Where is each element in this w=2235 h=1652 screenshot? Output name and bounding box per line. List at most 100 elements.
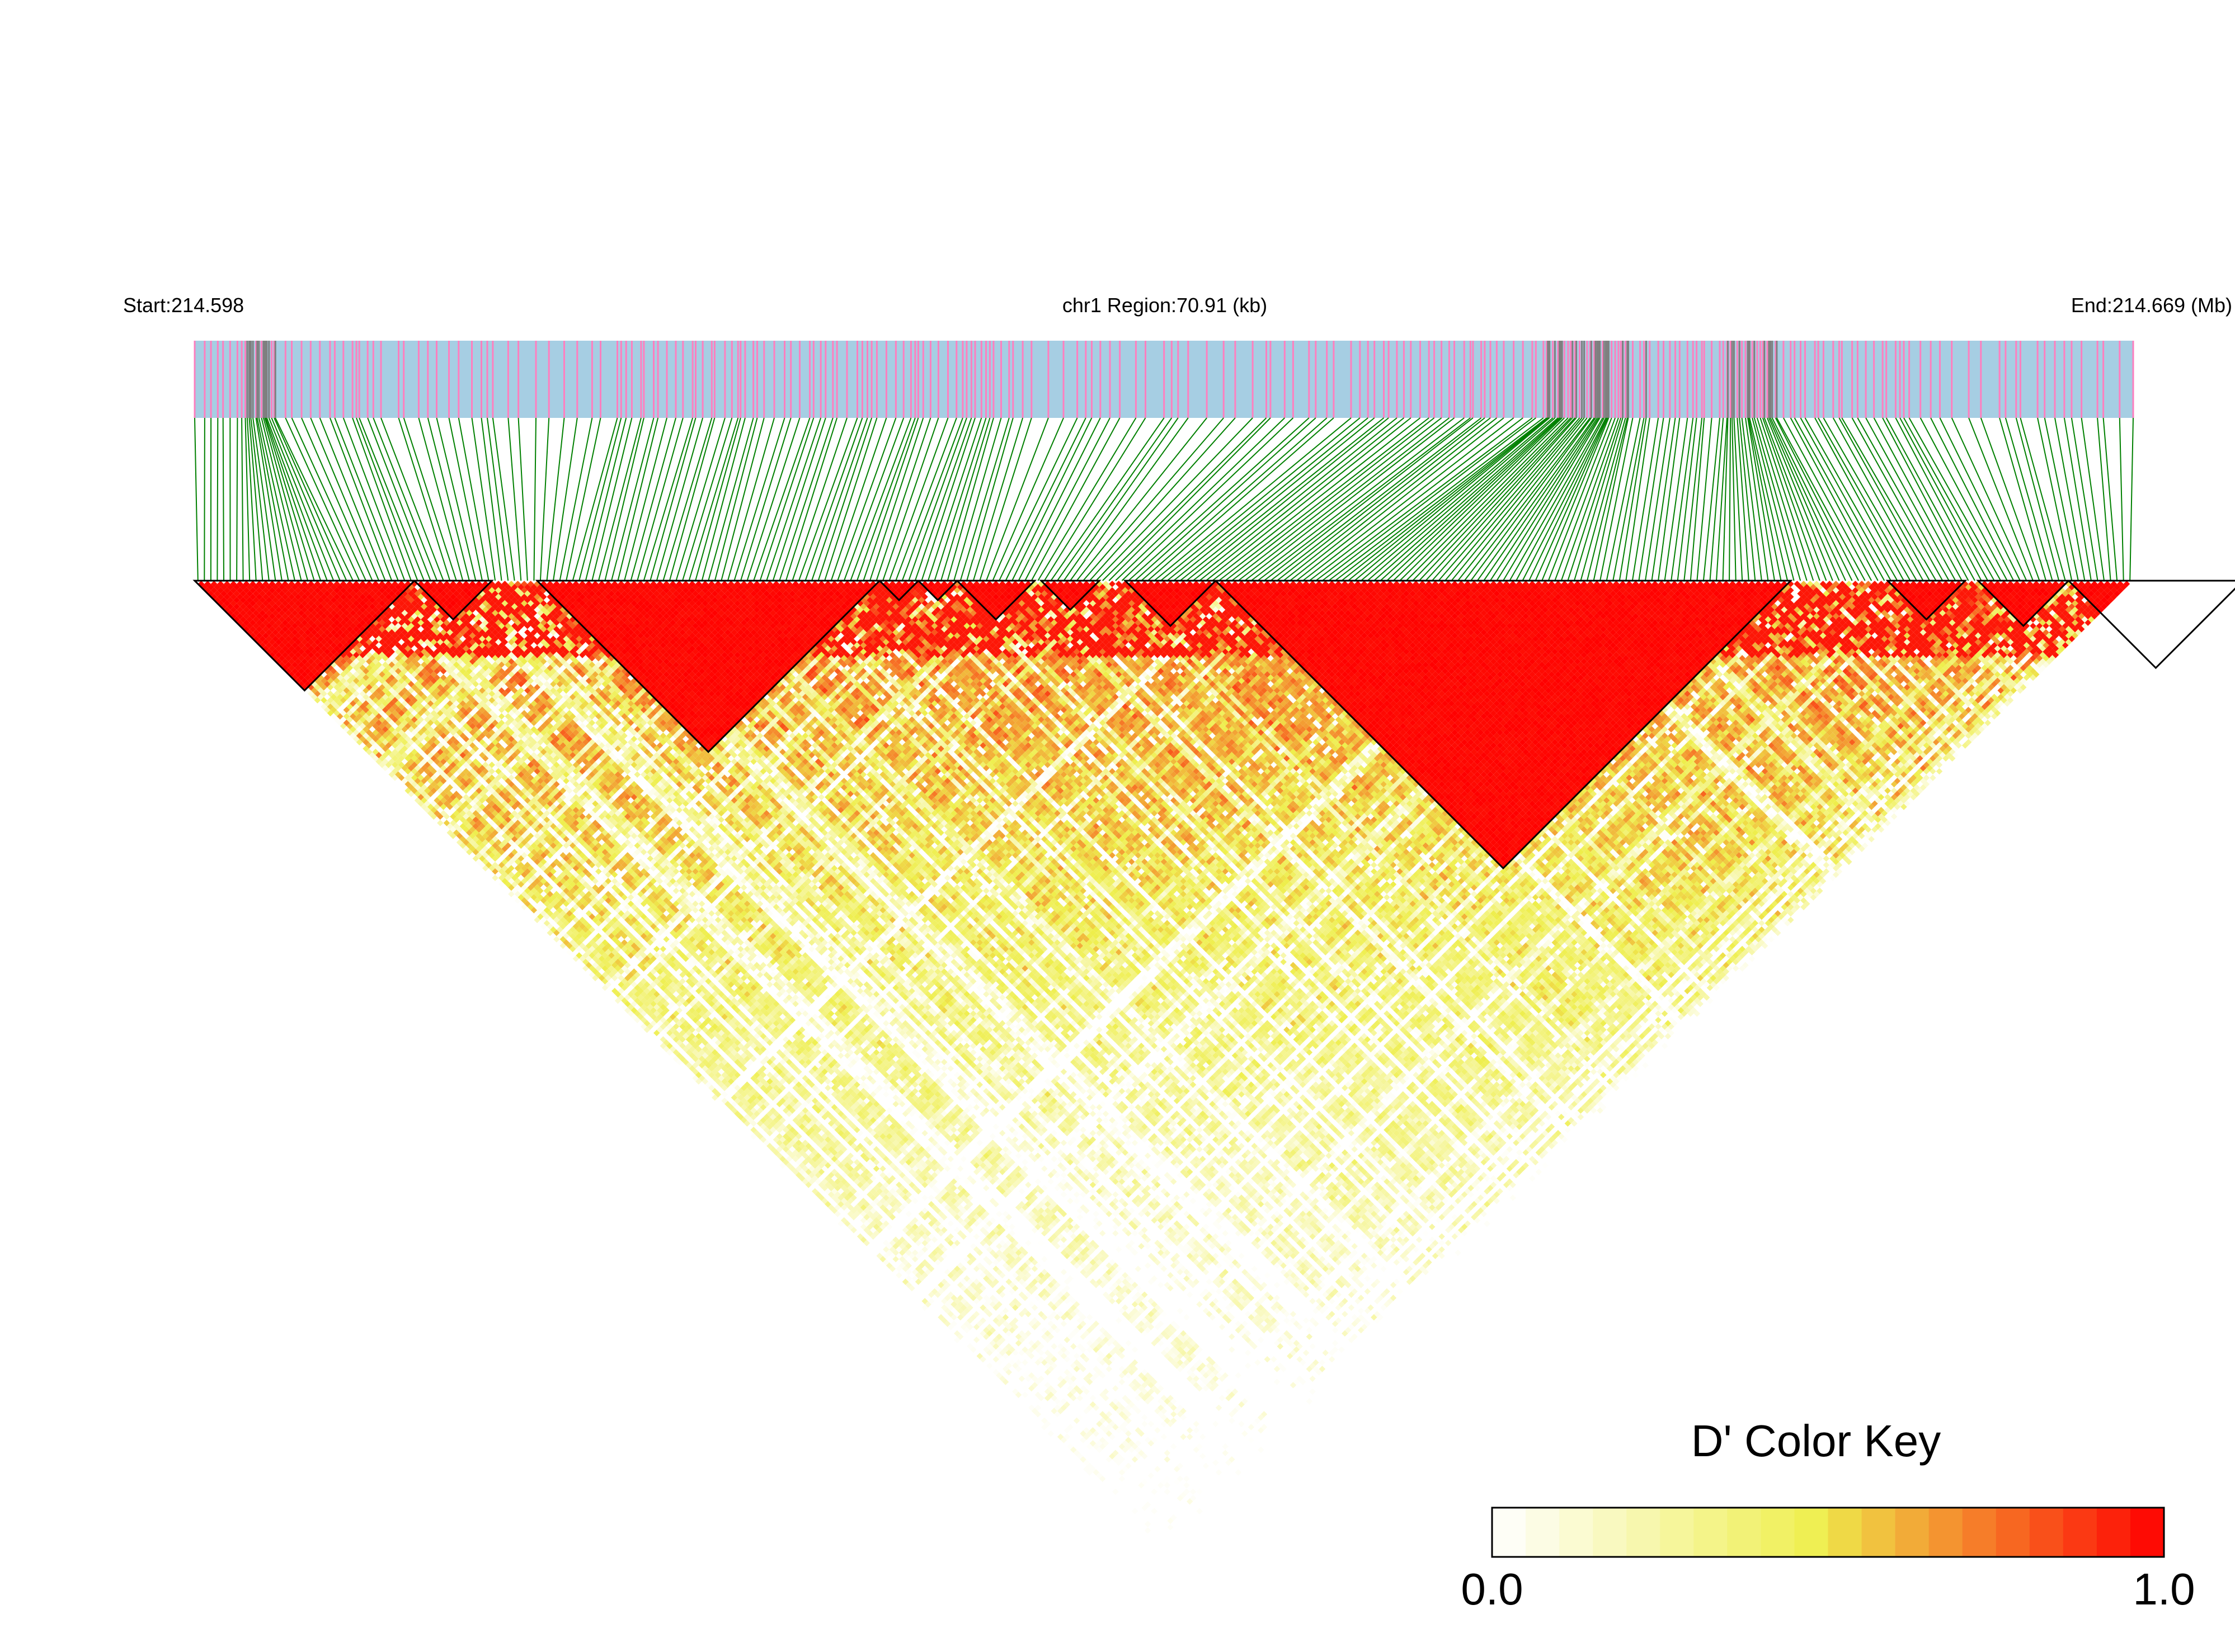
snp-connector [741,418,791,581]
snp-connector [1096,418,1253,581]
snp-connector [204,418,205,581]
snp-connector-lines [195,418,2133,581]
snp-connector [961,418,1009,581]
snp-connector [487,418,508,581]
snp-connector [734,418,784,581]
snp-connector [1354,418,1549,581]
snp-connector [611,418,654,581]
snp-connector [1232,418,1442,581]
snp-connector [1632,418,1658,581]
snp-connector [1057,418,1171,581]
snp-connector [217,418,218,581]
snp-connector [1245,418,1455,581]
snp-connector [1866,418,1955,581]
snp-connector [1940,418,2020,581]
end-label: End:214.669 (Mb) [2071,294,2232,317]
snp-connector [242,418,243,581]
snp-connector [1309,418,1523,581]
snp-connector [1645,418,1670,581]
snp-connector [935,418,986,581]
snp-connector [1296,418,1504,581]
region-label: chr1 Region:70.91 (kb) [1062,294,1267,317]
snp-connector [1839,418,1930,581]
snp-connector [2006,418,2053,581]
snp-connector [1600,418,1632,581]
snp-connector [1077,418,1207,581]
ld-heatmap-cells [198,581,2130,1550]
snp-connector [915,418,972,581]
snp-connector [275,418,353,581]
snp-connector [896,418,957,581]
snp-connector [754,418,810,581]
snp-connector [1516,418,1604,581]
snp-connector [1561,418,1618,581]
snp-connector [890,418,948,581]
snp-connector [2045,418,2078,581]
snp-connector [721,418,764,581]
snp-connector [1886,418,1975,581]
snp-connector [857,418,915,581]
snp-connector [449,418,483,581]
snp-connector [2097,418,2111,581]
snp-connector [1581,418,1626,581]
snp-connector [973,418,1023,581]
snp-connector [1900,418,1988,581]
snp-connector [1671,418,1693,581]
snp-connector [760,418,814,581]
snp-connector [1852,418,1943,581]
snp-connector [844,418,904,581]
snp-connector [650,418,695,581]
snp-connector [1083,418,1224,581]
snp-connector [954,418,1001,581]
snp-connector [1116,418,1284,581]
snp-connector [553,418,577,581]
snp-connector [1148,418,1334,581]
snp-connector [1380,418,1559,581]
snp-connector [2120,418,2124,581]
snp-connector [1729,418,1730,581]
snp-connector [806,418,863,581]
snp-connector [2130,418,2133,581]
snp-connector [825,418,877,581]
snp-connector [1842,418,1936,581]
snp-connector [1921,418,2007,581]
snp-connector [663,418,712,581]
snp-connector [493,418,515,581]
snp-connector [902,418,963,581]
snp-connector [1895,418,1981,581]
snp-connector [2055,418,2085,581]
snp-connector [909,418,967,581]
snp-connector [1219,418,1429,581]
snp-connector [747,418,800,581]
snp-connector [837,418,896,581]
snp-connector [1032,418,1120,581]
snp-connector [292,418,366,581]
snp-connector [1626,418,1650,581]
snp-connector [579,418,621,581]
snp-connector [818,418,872,581]
snp-connector [877,418,931,581]
snp-connector [1763,418,1820,581]
snp-connector [1784,418,1871,581]
snp-connector [644,418,693,581]
snp-connector [1478,418,1594,581]
snp-connector [1772,418,1852,581]
snp-connector [2104,418,2118,581]
snp-connector [1652,418,1676,581]
snp-connector [2064,418,2091,581]
snp-connector [368,418,430,581]
snp-connector [195,418,198,581]
snp-connector [779,418,833,581]
snp-connector [592,418,632,581]
snp-connector [799,418,858,581]
snp-connector [356,418,418,581]
snp-connector [1258,418,1470,581]
snp-connector [223,418,224,581]
snp-connector [508,418,521,581]
snp-connector [534,418,536,581]
snp-connector [1613,418,1644,581]
snp-connector [540,418,549,581]
start-label: Start:214.598 [123,294,244,317]
snp-connector [683,418,732,581]
